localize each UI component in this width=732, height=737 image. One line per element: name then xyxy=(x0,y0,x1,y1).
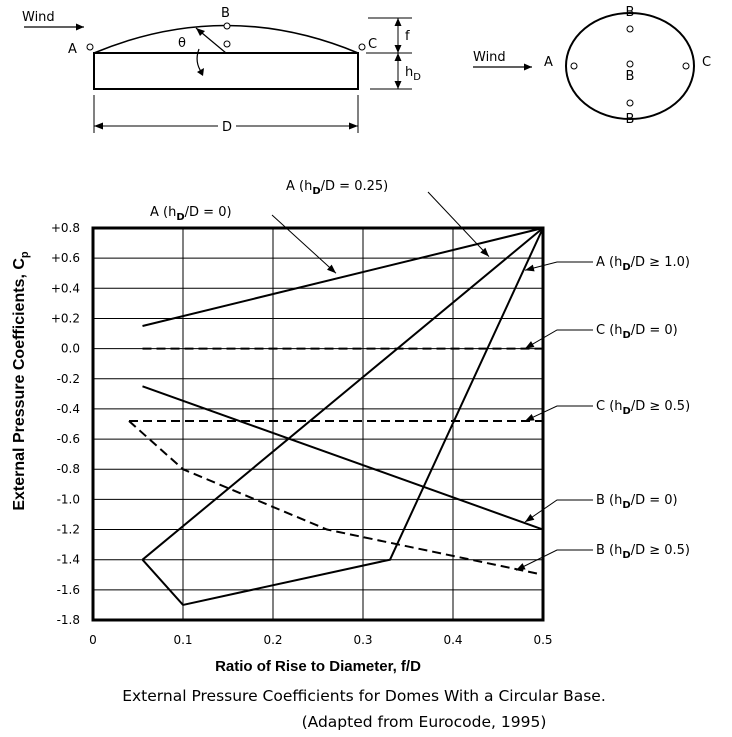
plot-frame xyxy=(91,226,545,622)
plan-point-b-center-marker xyxy=(626,60,634,68)
point-a-marker xyxy=(86,43,94,51)
point-b-marker-top xyxy=(223,22,231,30)
series-label-arrowhead xyxy=(480,247,489,257)
diameter-arrowhead-left xyxy=(94,122,103,130)
plan-circle xyxy=(565,12,695,120)
elevation-wind-arrowhead xyxy=(76,23,84,31)
plan-point-b-top-marker xyxy=(626,25,634,33)
elevation-wind-label: Wind xyxy=(22,10,55,25)
cylinder-wall xyxy=(93,52,359,90)
series-label: B (hD/D ≥ 0.5) xyxy=(596,543,690,561)
series-label: A (hD/D ≥ 1.0) xyxy=(596,255,690,273)
y-axis-title: External Pressure Coefficients, Cp xyxy=(11,251,31,511)
series-label: C (hD/D = 0) xyxy=(596,323,678,341)
angle-ray-arrowhead xyxy=(196,28,205,36)
x-tick-label: 0.3 xyxy=(353,633,372,647)
series-label-leader xyxy=(524,499,593,523)
series-line xyxy=(142,227,544,327)
wall-arrowhead-top xyxy=(394,53,402,61)
series-line xyxy=(141,227,544,607)
theta-arc-arrowhead xyxy=(197,68,204,76)
elevation-point-c: C xyxy=(368,37,377,52)
x-axis-title: Ratio of Rise to Diameter, f/D xyxy=(215,658,421,675)
plan-wind-arrowhead xyxy=(524,63,532,71)
series-label-leader xyxy=(524,329,593,350)
plan-point-a: A xyxy=(544,55,553,70)
series-label-leader xyxy=(427,191,490,257)
y-tick-label: +0.4 xyxy=(51,281,80,295)
series-label-arrowhead xyxy=(525,413,535,421)
theta-label: θ xyxy=(178,36,186,51)
series-label-arrowhead xyxy=(525,264,535,272)
point-b-marker-bottom xyxy=(223,40,231,48)
rise-arrowhead-bottom xyxy=(394,45,402,53)
caption-line-1: External Pressure Coefficients for Domes… xyxy=(122,687,606,705)
x-tick-label: 0.4 xyxy=(443,633,462,647)
series-label: A (hD/D = 0.25) xyxy=(286,179,388,197)
plan-wind-label: Wind xyxy=(473,50,506,65)
series-label-arrowhead xyxy=(525,514,535,522)
y-tick-label: -0.6 xyxy=(57,432,80,446)
y-tick-labels: +0.8 +0.6 +0.4 +0.2 0.0 -0.2 -0.4 -0.6 -0.8 -1.0 -… xyxy=(51,221,80,627)
series-label-leader xyxy=(524,405,593,422)
rise-label: f xyxy=(405,29,410,44)
series-label-arrowhead xyxy=(525,341,535,349)
series-line xyxy=(128,420,544,576)
y-tick-label: 0.0 xyxy=(61,342,80,356)
y-tick-label: +0.8 xyxy=(51,221,80,235)
series-line xyxy=(142,385,544,531)
x-tick-label: 0 xyxy=(89,633,97,647)
y-tick-label: -1.8 xyxy=(57,613,80,627)
y-tick-label: -0.4 xyxy=(57,402,80,416)
elevation-point-b: B xyxy=(221,6,230,21)
elevation-diagram: Wind A C B θ f hD D xyxy=(22,6,421,135)
plan-point-b-bottom-marker xyxy=(626,99,634,107)
rise-arrowhead-top xyxy=(394,18,402,26)
series-label-leader xyxy=(524,261,593,271)
chart-series xyxy=(128,227,544,607)
caption-line-2: (Adapted from Eurocode, 1995) xyxy=(302,713,547,731)
y-tick-label: -0.8 xyxy=(57,462,80,476)
plan-point-c: C xyxy=(702,55,711,70)
plan-point-a-marker xyxy=(570,62,578,70)
dome-roof xyxy=(93,24,359,54)
y-tick-label: -1.4 xyxy=(57,553,80,567)
y-tick-label: -1.6 xyxy=(57,583,80,597)
y-tick-label: +0.2 xyxy=(51,311,80,325)
series-label: B (hD/D = 0) xyxy=(596,493,678,511)
series-label-arrowhead xyxy=(516,563,526,571)
y-tick-label: +0.6 xyxy=(51,251,80,265)
plan-diagram: Wind A C B B B xyxy=(473,5,711,127)
wall-arrowhead-bottom xyxy=(394,81,402,89)
plan-point-b-top: B xyxy=(626,5,635,20)
plan-point-b-center: B xyxy=(626,69,635,84)
wall-height-label: hD xyxy=(405,65,421,83)
plan-point-c-marker xyxy=(682,62,690,70)
diameter-label-bg xyxy=(218,118,236,134)
x-tick-label: 0.2 xyxy=(263,633,282,647)
series-label-arrowhead xyxy=(326,264,336,274)
x-tick-labels: 0 0.1 0.2 0.3 0.4 0.5 xyxy=(89,633,552,647)
series-label: A (hD/D = 0) xyxy=(150,205,232,223)
series-label-leader xyxy=(271,214,337,274)
series-label: C (hD/D ≥ 0.5) xyxy=(596,399,690,417)
y-tick-label: -0.2 xyxy=(57,372,80,386)
y-tick-label: -1.2 xyxy=(57,523,80,537)
pressure-coefficient-chart: +0.8 +0.6 +0.4 +0.2 0.0 -0.2 -0.4 -0.6 -0.8 -1.0 -… xyxy=(11,179,690,675)
point-c-marker xyxy=(358,43,366,51)
elevation-point-a: A xyxy=(68,42,77,57)
diameter-arrowhead-right xyxy=(349,122,358,130)
diameter-label: D xyxy=(222,120,232,135)
x-tick-label: 0.1 xyxy=(173,633,192,647)
y-tick-label: -1.0 xyxy=(57,492,80,506)
x-tick-label: 0.5 xyxy=(533,633,552,647)
plan-point-b-bottom: B xyxy=(626,112,635,127)
series-label-leader xyxy=(515,549,593,571)
series-labels: A (hD/D = 0) A (hD/D = 0.25) A (hD/D ≥ 1.0… xyxy=(150,179,690,571)
series-line xyxy=(141,227,544,561)
